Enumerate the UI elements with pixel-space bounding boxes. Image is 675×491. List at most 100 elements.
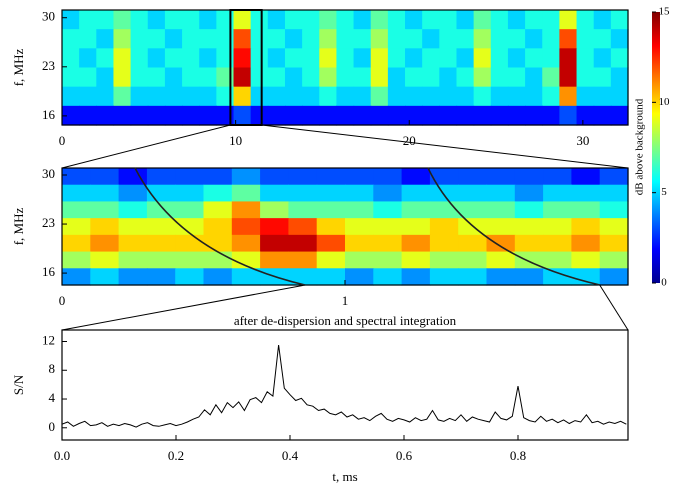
heatmap-cell bbox=[79, 86, 97, 107]
heatmap-cell bbox=[90, 168, 120, 186]
heatmap-cell bbox=[96, 48, 115, 69]
heatmap-cell bbox=[79, 29, 97, 49]
heatmap-cell bbox=[302, 48, 320, 69]
x-tick-label: 10 bbox=[229, 133, 242, 148]
heatmap-cell bbox=[79, 105, 97, 126]
heatmap-cell bbox=[182, 86, 200, 107]
heatmap-cell bbox=[353, 105, 372, 126]
heatmap-cell bbox=[164, 86, 183, 107]
heatmap-cell bbox=[62, 201, 91, 219]
heatmap-cell bbox=[233, 29, 252, 49]
heatmap-cell bbox=[199, 48, 217, 69]
x-tick-label: 0 bbox=[59, 293, 66, 308]
heatmap-cell bbox=[507, 29, 526, 49]
y-tick-label: 8 bbox=[49, 361, 56, 376]
heatmap-cell bbox=[96, 29, 115, 49]
heatmap-cell bbox=[130, 86, 149, 107]
heatmap-cell bbox=[458, 168, 488, 186]
heatmap-cell bbox=[62, 48, 80, 69]
heatmap-cell bbox=[373, 268, 403, 286]
heatmap-cell bbox=[146, 168, 176, 186]
heatmap-cell bbox=[473, 10, 492, 30]
heatmap-cell bbox=[164, 48, 183, 69]
heatmap-cell bbox=[387, 10, 406, 30]
heatmap-cell bbox=[490, 48, 509, 69]
heatmap-cell bbox=[559, 105, 578, 126]
heatmap-cell bbox=[439, 105, 458, 126]
heatmap-cell bbox=[319, 48, 338, 69]
heatmap-cell bbox=[490, 86, 509, 107]
heatmap-cell bbox=[429, 218, 459, 236]
heatmap-cell bbox=[458, 268, 488, 286]
heatmap-cell bbox=[610, 86, 629, 107]
heatmap-cell bbox=[559, 67, 578, 88]
heatmap-cell bbox=[387, 105, 406, 126]
heatmap-cell bbox=[118, 184, 148, 203]
y-tick-label: 0 bbox=[49, 419, 56, 434]
heatmap-cell bbox=[345, 234, 374, 253]
heatmap-cell bbox=[525, 29, 543, 49]
x-tick-label: 0.6 bbox=[396, 448, 413, 463]
heatmap-cell bbox=[387, 48, 406, 69]
heatmap-cell bbox=[473, 67, 492, 88]
heatmap-cell bbox=[571, 184, 601, 203]
heatmap-cell bbox=[203, 234, 233, 253]
heatmap-cell bbox=[599, 251, 629, 269]
heatmap-cell bbox=[203, 268, 233, 286]
heatmap-cell bbox=[593, 48, 612, 69]
heatmap-cell bbox=[146, 234, 176, 253]
heatmap-cell bbox=[345, 251, 374, 269]
heatmap-cell bbox=[387, 29, 406, 49]
heatmap-cell bbox=[113, 48, 132, 69]
heatmap-cell bbox=[456, 48, 475, 69]
heatmap-cell bbox=[284, 67, 303, 88]
heatmap-cell bbox=[260, 168, 289, 186]
heatmap-cell bbox=[439, 48, 458, 69]
plot-frame bbox=[61, 329, 629, 441]
heatmap-cell bbox=[267, 67, 286, 88]
heatmap-cell bbox=[175, 218, 205, 236]
heatmap-cell bbox=[345, 268, 374, 286]
heatmap-cell bbox=[525, 48, 543, 69]
heatmap-cell bbox=[319, 10, 338, 30]
heatmap-cell bbox=[543, 218, 572, 236]
heatmap-cell bbox=[284, 105, 303, 126]
colorbar-tick-label: 15 bbox=[659, 6, 671, 18]
heatmap-cell bbox=[473, 48, 492, 69]
heatmap-cell bbox=[250, 10, 269, 30]
heatmap-cell bbox=[559, 29, 578, 49]
heatmap-cell bbox=[571, 251, 601, 269]
heatmap-cell bbox=[429, 184, 459, 203]
heatmap-cell bbox=[302, 105, 320, 126]
heatmap-cell bbox=[62, 218, 91, 236]
heatmap-cell bbox=[284, 48, 303, 69]
heatmap-cell bbox=[96, 10, 115, 30]
heatmap-cell bbox=[401, 251, 431, 269]
annotation: after de-dispersion and spectral integra… bbox=[234, 313, 457, 328]
heatmap-cell bbox=[405, 105, 423, 126]
heatmap-cell bbox=[345, 218, 374, 236]
heatmap-cell bbox=[486, 201, 516, 219]
heatmap-cell bbox=[405, 10, 423, 30]
heatmap-cell bbox=[233, 48, 252, 69]
heatmap-cell bbox=[147, 48, 166, 69]
heatmap-cell bbox=[319, 29, 338, 49]
heatmap-cell bbox=[90, 234, 120, 253]
heatmap-cell bbox=[559, 10, 578, 30]
heatmap-cell bbox=[62, 234, 91, 253]
heatmap-cell bbox=[571, 218, 601, 236]
x-tick-label: 0.8 bbox=[510, 448, 526, 463]
heatmap-cell bbox=[490, 29, 509, 49]
heatmap-cell bbox=[599, 184, 629, 203]
heatmap-cell bbox=[458, 201, 488, 219]
heatmap-cell bbox=[260, 251, 289, 269]
heatmap-cell bbox=[473, 29, 492, 49]
heatmap-cell bbox=[316, 201, 346, 219]
heatmap-cell bbox=[316, 218, 346, 236]
heatmap-cell bbox=[147, 10, 166, 30]
heatmap-cell bbox=[370, 86, 389, 107]
heatmap-cell bbox=[319, 105, 338, 126]
heatmap-cell bbox=[113, 10, 132, 30]
heatmap-cell bbox=[576, 67, 595, 88]
